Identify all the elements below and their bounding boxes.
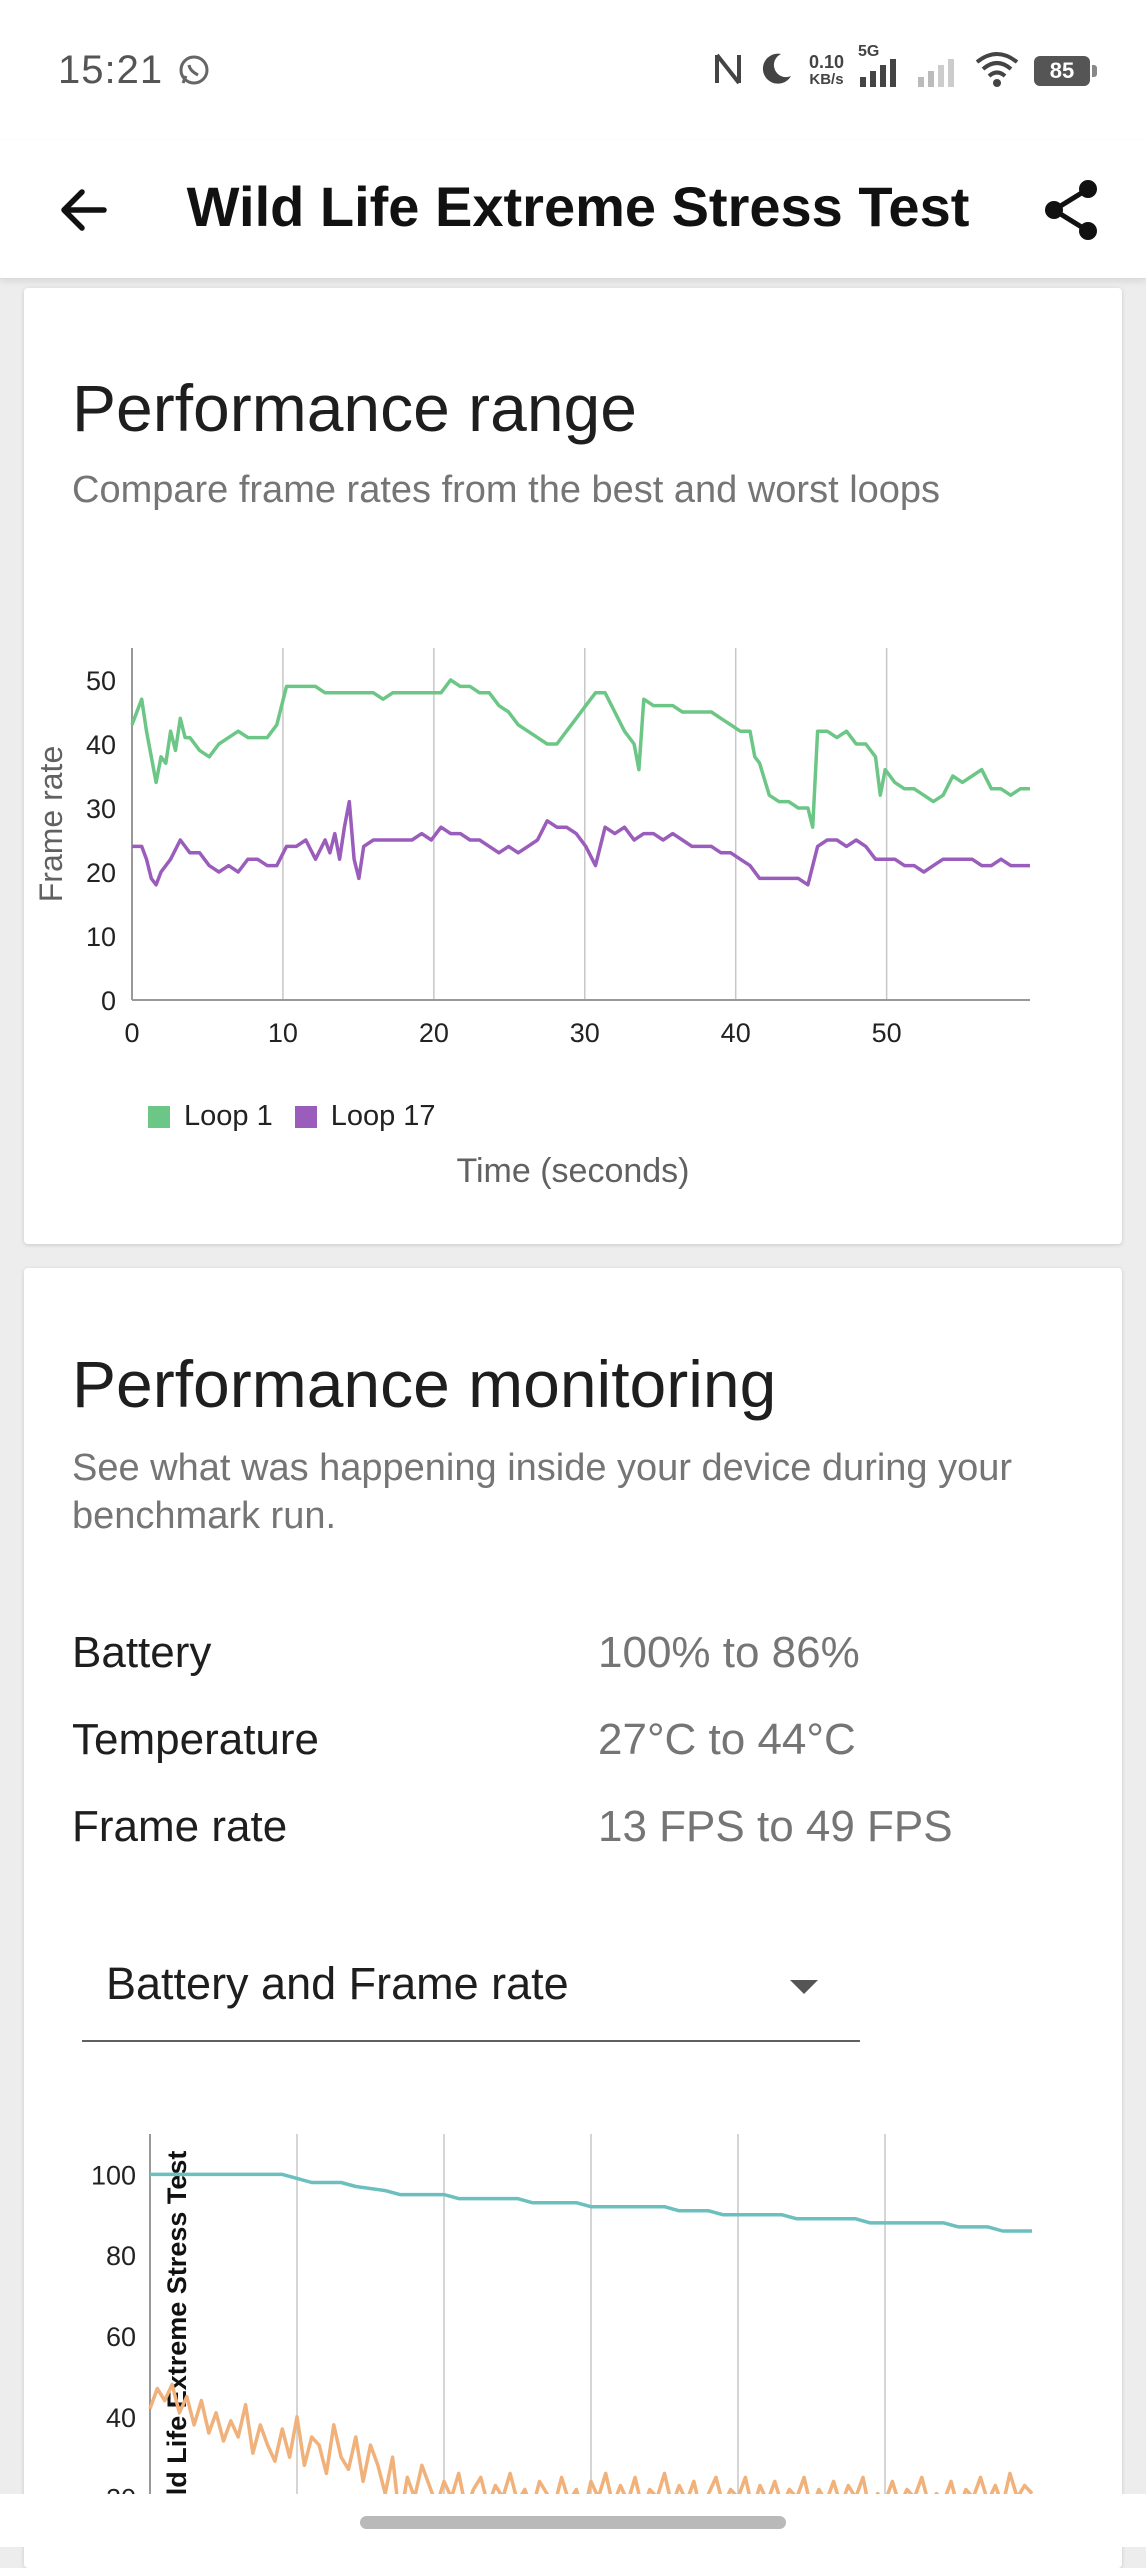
performance-range-chart: 0 10 20 30 40 50 0 10 20 30 40 50 Frame rate [33,648,1030,1048]
legend-swatch-loop-1 [148,1105,170,1128]
performance-monitoring-subtitle: See what was happening inside your devic… [72,1447,1013,1537]
performance-monitoring-chart: 20406080100Wild Life Extreme Stress Test [91,2134,1034,2518]
performance-range-card: Performance range Compare frame rates fr… [24,288,1122,1244]
stat-label: Frame rate [72,1802,288,1851]
y-tick-label: 100 [91,2160,136,2190]
stat-label: Temperature [72,1715,320,1764]
x-tick-label: 40 [721,1018,751,1048]
legend-label-loop-1: Loop 1 [184,1100,273,1132]
x-axis-title: Time (seconds) [456,1152,690,1190]
nfc-icon [713,49,743,94]
y-tick-label: 60 [106,2322,136,2352]
share-icon [1045,180,1097,240]
stat-row-temperature: Temperature 27°C to 44°C [72,1715,1072,1775]
page-title: Wild Life Extreme Stress Test [186,175,970,238]
y-tick-label: 20 [86,858,116,888]
arrow-left-icon [61,189,107,231]
x-tick-label: 10 [268,1018,298,1048]
stat-value: 27°C to 44°C [598,1715,856,1764]
stat-row-battery: Battery 100% to 86% [72,1628,1072,1688]
battery-icon: 85 [1034,56,1097,86]
network-speed: 0.10 KB/s [808,52,844,88]
x-tick-label: 20 [419,1018,449,1048]
legend-swatch-loop-17 [294,1105,317,1128]
do-not-disturb-moon-icon [757,50,795,93]
performance-monitoring-title: Performance monitoring [72,1347,777,1421]
y-tick-label: 30 [86,794,116,824]
legend-item-loop-1[interactable]: Loop 1 [148,1100,273,1133]
legend-item-loop-17[interactable]: Loop 17 [294,1100,436,1133]
performance-monitoring-card: Performance monitoring See what was happ… [24,1268,1122,2568]
chart-overlay-label: Wild Life Extreme Stress Test [162,2151,192,2518]
whatsapp-icon [176,52,212,93]
share-button[interactable] [1026,170,1116,250]
wifi-icon [974,50,1020,93]
cellular-signal-icon: 5G [858,43,902,94]
series-line-battery [150,2172,1032,2233]
performance-range-subtitle: Compare frame rates from the best and wo… [72,469,941,511]
cellular-signal-weak-icon [916,49,960,94]
y-tick-label: 40 [86,730,116,760]
gesture-nav-handle[interactable] [360,2516,786,2529]
x-tick-label: 0 [124,1018,139,1048]
x-tick-label: 30 [570,1018,600,1048]
y-axis-title: Frame rate [33,746,69,902]
status-icons: 0.10 KB/s 5G 85 [713,43,1097,96]
series-line-loop-17 [132,799,1030,887]
y-tick-label: 50 [86,666,116,696]
series-line-loop-1 [130,678,1030,829]
stat-value: 13 FPS to 49 FPS [598,1802,953,1851]
stat-label: Battery [72,1628,212,1677]
y-tick-label: 40 [106,2403,136,2433]
status-time: 15:21 [58,48,164,92]
performance-range-title: Performance range [72,371,637,445]
performance-range-legend: Loop 1 Loop 17 [148,1100,446,1133]
stat-row-frame-rate: Frame rate 13 FPS to 49 FPS [72,1802,1072,1862]
legend-label-loop-17: Loop 17 [330,1100,436,1132]
y-tick-label: 0 [101,986,116,1016]
x-tick-label: 50 [872,1018,902,1048]
caret-down-icon [790,1980,818,1994]
app-bar: Wild Life Extreme Stress Test [0,140,1146,279]
y-tick-label: 10 [86,922,116,952]
stat-value: 100% to 86% [598,1628,860,1677]
status-bar: 15:21 0.10 KB/s 5G 85 [0,0,1146,140]
dropdown-selected-value: Battery and Frame rate [106,1958,569,2009]
back-button[interactable] [44,170,124,250]
chart-metric-dropdown[interactable]: Battery and Frame rate [82,1928,860,2042]
y-tick-label: 80 [106,2241,136,2271]
